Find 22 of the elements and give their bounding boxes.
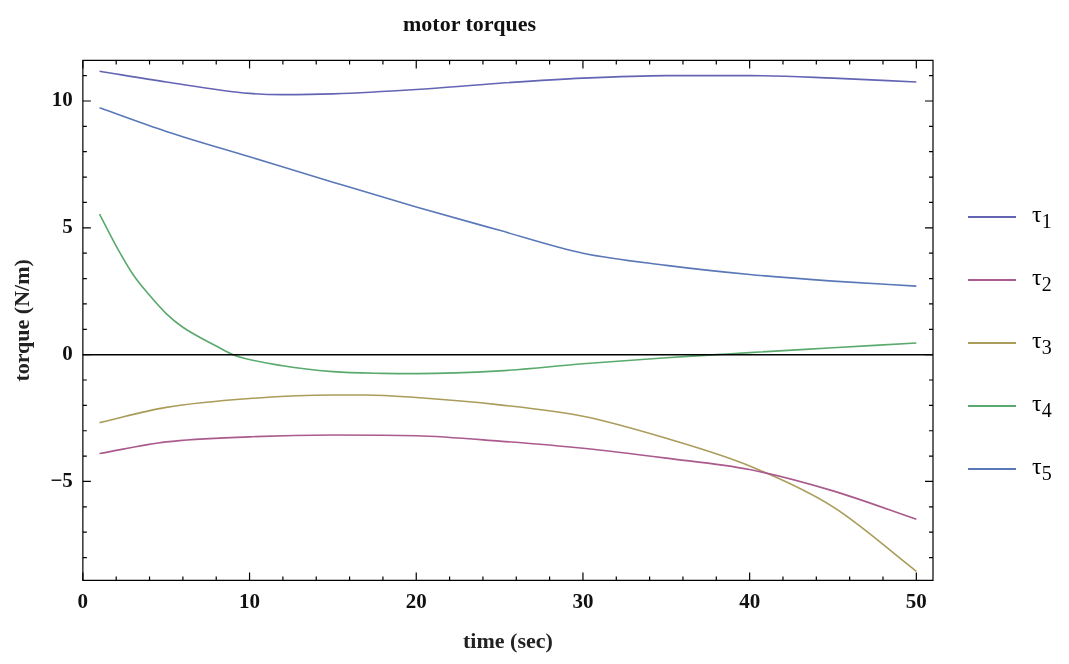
legend-label: τ$_{2}$ xyxy=(1032,263,1052,296)
line-series xyxy=(98,107,918,287)
x-axis-title: time (sec) xyxy=(463,628,553,654)
y-tick-label: 5 xyxy=(62,214,73,239)
x-tick-label: 40 xyxy=(739,589,761,614)
legend-label: τ$_{1}$ xyxy=(1032,200,1052,233)
y-axis-title: torque (N/m) xyxy=(8,259,34,382)
x-tick-label: 30 xyxy=(572,589,594,614)
line-series xyxy=(98,394,918,573)
y-tick-label: 0 xyxy=(62,341,73,366)
x-tick-label: 50 xyxy=(905,589,927,614)
line-series xyxy=(98,70,918,96)
legend-label: τ$_{3}$ xyxy=(1032,326,1052,359)
y-tick-label: 10 xyxy=(51,87,73,112)
x-tick-label: 20 xyxy=(405,589,427,614)
line-series xyxy=(98,434,918,521)
legend-label: τ$_{4}$ xyxy=(1032,389,1052,422)
chart-title: motor torques xyxy=(402,10,537,36)
y-tick-label: −5 xyxy=(50,467,73,492)
legend-label: τ$_{5}$ xyxy=(1032,452,1052,485)
line-series xyxy=(98,213,918,375)
x-tick-label: 10 xyxy=(239,589,261,614)
